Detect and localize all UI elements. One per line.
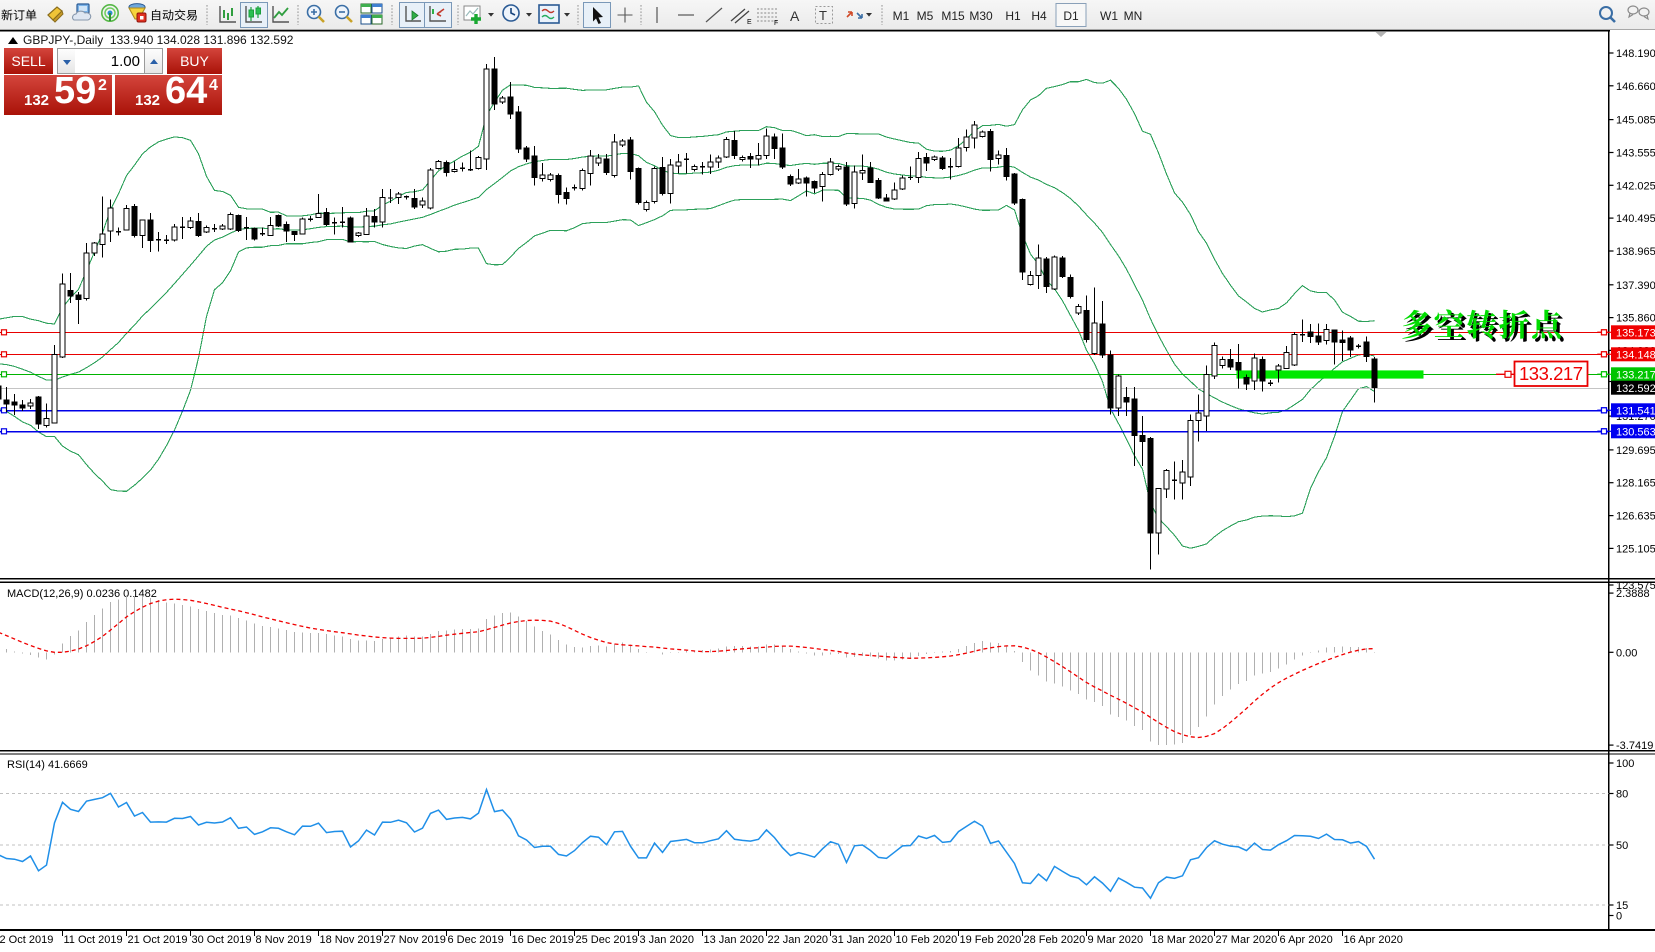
svg-text:142.025: 142.025 [1616, 180, 1655, 192]
svg-text:H1: H1 [1005, 9, 1021, 23]
svg-text:M15: M15 [941, 9, 965, 23]
svg-text:50: 50 [1616, 840, 1628, 852]
svg-text:M1: M1 [893, 9, 910, 23]
svg-text:28 Feb 2020: 28 Feb 2020 [1024, 934, 1086, 946]
svg-text:132.592: 132.592 [1616, 383, 1655, 395]
svg-text:130.563: 130.563 [1616, 427, 1655, 439]
svg-text:11 Oct 2019: 11 Oct 2019 [64, 934, 123, 946]
svg-text:W1: W1 [1100, 9, 1118, 23]
svg-text:22 Jan 2020: 22 Jan 2020 [768, 934, 829, 946]
svg-text:2.3888: 2.3888 [1616, 588, 1650, 600]
svg-text:129.695: 129.695 [1616, 445, 1655, 457]
svg-text:16 Apr 2020: 16 Apr 2020 [1344, 934, 1403, 946]
svg-text:6 Apr 2020: 6 Apr 2020 [1280, 934, 1333, 946]
svg-text:10 Feb 2020: 10 Feb 2020 [896, 934, 958, 946]
svg-text:9 Mar 2020: 9 Mar 2020 [1088, 934, 1144, 946]
svg-text:148.190: 148.190 [1616, 48, 1655, 60]
svg-text:18 Nov 2019: 18 Nov 2019 [320, 934, 382, 946]
svg-text:19 Feb 2020: 19 Feb 2020 [960, 934, 1022, 946]
svg-text:D1: D1 [1063, 9, 1079, 23]
svg-text:MACD(12,26,9) 0.0236 0.1482: MACD(12,26,9) 0.0236 0.1482 [7, 588, 157, 600]
svg-text:0.00: 0.00 [1616, 647, 1637, 659]
svg-text:125.105: 125.105 [1616, 543, 1655, 555]
svg-text:3 Jan 2020: 3 Jan 2020 [640, 934, 694, 946]
svg-text:123.575: 123.575 [1616, 580, 1655, 592]
svg-text:140.495: 140.495 [1616, 213, 1655, 225]
svg-text:133.217: 133.217 [1616, 370, 1655, 382]
svg-text:25 Dec 2019: 25 Dec 2019 [576, 934, 638, 946]
svg-text:M5: M5 [917, 9, 934, 23]
svg-text:27 Mar 2020: 27 Mar 2020 [1216, 934, 1278, 946]
svg-text:15: 15 [1616, 900, 1628, 912]
svg-text:MN: MN [1124, 9, 1143, 23]
svg-text:2 Oct 2019: 2 Oct 2019 [0, 934, 53, 946]
svg-text:137.390: 137.390 [1616, 280, 1655, 292]
svg-text:6 Dec 2019: 6 Dec 2019 [448, 934, 504, 946]
svg-text:135.173: 135.173 [1616, 328, 1655, 340]
svg-text:F: F [774, 20, 778, 27]
svg-text:A: A [790, 8, 800, 24]
svg-text:18 Mar 2020: 18 Mar 2020 [1152, 934, 1214, 946]
svg-text:27 Nov 2019: 27 Nov 2019 [384, 934, 446, 946]
svg-text:135.860: 135.860 [1616, 313, 1655, 325]
svg-text:M30: M30 [969, 9, 993, 23]
svg-text:128.165: 128.165 [1616, 478, 1655, 490]
svg-text:131.541: 131.541 [1616, 406, 1655, 418]
svg-text:126.635: 126.635 [1616, 511, 1655, 523]
svg-text:21 Oct 2019: 21 Oct 2019 [128, 934, 188, 946]
svg-text:31 Jan 2020: 31 Jan 2020 [832, 934, 893, 946]
svg-text:100: 100 [1616, 758, 1634, 770]
svg-text:8 Nov 2019: 8 Nov 2019 [256, 934, 312, 946]
svg-text:H4: H4 [1031, 9, 1047, 23]
svg-text:138.965: 138.965 [1616, 246, 1655, 258]
svg-text:13 Jan 2020: 13 Jan 2020 [704, 934, 765, 946]
svg-text:E: E [747, 19, 752, 26]
svg-text:T: T [819, 8, 827, 23]
svg-text:143.555: 143.555 [1616, 148, 1655, 160]
svg-text:146.660: 146.660 [1616, 81, 1655, 93]
svg-text:80: 80 [1616, 789, 1628, 801]
svg-text:16 Dec 2019: 16 Dec 2019 [512, 934, 574, 946]
svg-text:-3.7419: -3.7419 [1616, 740, 1653, 752]
svg-text:133.217: 133.217 [1519, 363, 1583, 384]
svg-text:0: 0 [1616, 911, 1622, 923]
svg-text:134.148: 134.148 [1616, 350, 1655, 362]
svg-text:145.085: 145.085 [1616, 115, 1655, 127]
svg-text:30 Oct 2019: 30 Oct 2019 [192, 934, 252, 946]
svg-text:RSI(14) 41.6669: RSI(14) 41.6669 [7, 759, 88, 771]
